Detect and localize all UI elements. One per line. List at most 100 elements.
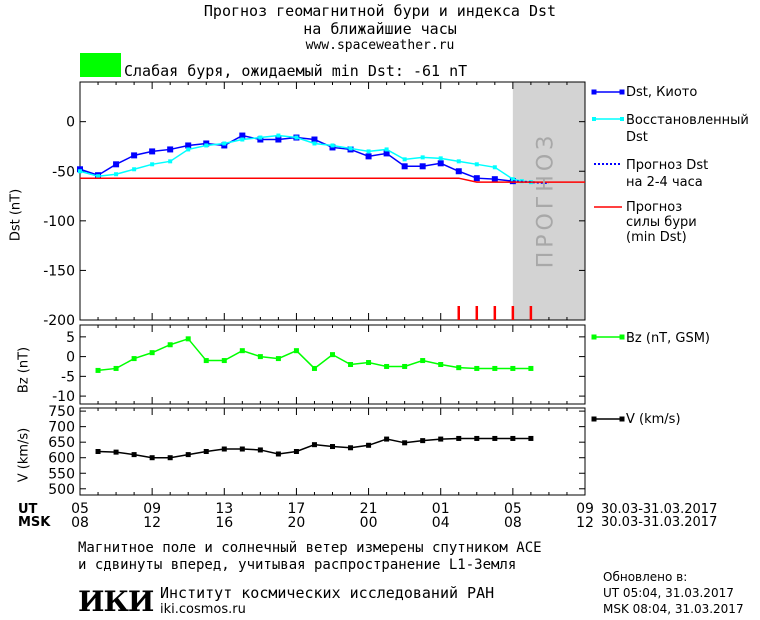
bz-series-0-point	[311, 365, 317, 371]
v-series-0-point	[239, 446, 245, 452]
v-ytick-label: 650	[48, 435, 75, 451]
bz-ytick-label: 5	[66, 330, 75, 346]
dst-series-1-point	[420, 155, 425, 160]
v-series-0-point	[348, 445, 354, 451]
forecast-band-label: ПРОГНОЗ	[533, 131, 559, 269]
v-series-0-line	[98, 437, 531, 459]
legend-swatch-marker	[591, 89, 597, 95]
dst-series-1-point	[276, 133, 281, 138]
institute-name: Институт космических исследований РАН	[160, 584, 495, 602]
v-series-0-point	[167, 455, 173, 461]
legend-bz: Bz (nT, GSM)	[626, 331, 711, 346]
v-ytick-label: 700	[48, 420, 75, 436]
iki-logo: ИКИ	[78, 585, 154, 618]
dst-series-1-point	[204, 143, 209, 148]
ut-tick-label: 01	[432, 501, 450, 517]
bz-series-0-point	[330, 352, 335, 358]
dst-series-1-point	[456, 159, 461, 164]
v-series-0-point	[456, 435, 462, 441]
updated-label: Обновлено в:	[603, 570, 688, 584]
bz-series-0-point	[149, 350, 155, 356]
legend-swatch-marker	[591, 334, 597, 340]
ut-tick-label: 09	[143, 501, 161, 517]
ut-tick-label: 09	[576, 501, 594, 517]
dst-series-0-point	[419, 163, 426, 170]
dst-series-1-point	[240, 137, 245, 142]
dst-series-1-point	[402, 157, 407, 162]
dst-series-1-point	[186, 147, 191, 152]
dst-ytick-label: -50	[52, 164, 75, 180]
bz-series-0-point	[510, 365, 516, 371]
dst-series-1-point	[474, 162, 479, 167]
dst-series-0-point	[401, 163, 408, 170]
dst-series-0-point	[149, 148, 156, 155]
dst-series-1-point	[438, 156, 443, 161]
dst-series-0-point	[473, 175, 480, 182]
dst-series-0-point	[365, 153, 372, 160]
bz-series-0-point	[438, 362, 444, 367]
v-series-0-point	[149, 455, 155, 461]
dst-series-0-point	[491, 176, 498, 183]
bz-series-0-point	[113, 365, 119, 371]
v-ytick-label: 550	[48, 466, 75, 482]
dst-ytick-label: -200	[43, 313, 75, 329]
bz-series-0-point	[95, 367, 101, 373]
legend-swatch-marker	[619, 334, 625, 340]
storm-status-text: Слабая буря, ожидаемый min Dst: -61 nT	[124, 62, 468, 80]
msk-tick-label: 04	[432, 515, 450, 531]
v-series-0-point	[257, 447, 263, 453]
v-series-0-point	[528, 435, 534, 441]
dst-series-1-point	[78, 169, 82, 174]
dst-series-0-line	[79, 134, 513, 182]
dst-series-1-point	[330, 143, 335, 148]
v-series-0-point	[275, 451, 281, 457]
bz-axis-label: Bz (nT)	[16, 346, 32, 394]
dst-series-1-point	[258, 135, 263, 140]
dst-series-1-point	[492, 165, 497, 170]
dst-series-1-point	[96, 174, 101, 179]
dst-series-1-point	[312, 141, 317, 146]
forecast-band	[512, 82, 585, 320]
dst-series-1-point	[150, 162, 155, 167]
ut-tick-label: 17	[288, 501, 306, 517]
v-series-0-point	[438, 436, 444, 442]
v-axis-label: V (km/s)	[16, 427, 32, 483]
bz-panel-frame	[79, 324, 586, 405]
dst-axis-label: Dst (nT)	[8, 188, 24, 242]
msk-tick-label: 08	[71, 515, 89, 531]
ut-tick-label: 13	[215, 501, 233, 517]
legend-swatch-marker	[619, 416, 625, 422]
bz-series-0-point	[293, 348, 299, 354]
chart-title: Прогноз геомагнитной бури и индекса Dst	[203, 2, 557, 20]
ut-label: UT	[18, 502, 38, 517]
dst-series-0-point	[131, 152, 138, 159]
bz-series-0-point	[402, 363, 408, 369]
bz-series-0-point	[203, 358, 209, 364]
dst-series-1-point	[348, 146, 353, 151]
dst-series-1-point	[222, 141, 227, 146]
v-series-0-point	[221, 446, 227, 452]
source-url: www.spaceweather.ru	[305, 38, 455, 53]
v-ytick-label: 750	[48, 404, 75, 420]
v-series-0-point	[95, 449, 101, 454]
ut-dates: 30.03-31.03.2017	[601, 502, 718, 517]
dst-series-1-point	[294, 135, 299, 140]
msk-label: MSK	[18, 515, 51, 530]
bz-series-0-point	[474, 365, 480, 371]
legend-swatch-marker	[619, 89, 625, 95]
dst-series-1-point	[510, 177, 515, 182]
dst-series-1-line	[79, 134, 531, 183]
v-series-0-point	[131, 452, 137, 458]
v-series-0-point	[420, 438, 426, 444]
msk-tick-label: 00	[360, 515, 378, 531]
dst-series-0-point	[185, 142, 192, 149]
dst-series-0-point	[437, 160, 444, 167]
institute-url[interactable]: iki.cosmos.ru	[160, 602, 246, 617]
bz-series-0-point	[420, 358, 426, 364]
dst-series-0-point	[383, 150, 390, 157]
v-series-0-point	[384, 436, 390, 442]
legend-dst-kyoto: Dst, Киото	[626, 85, 698, 100]
bz-series-0-point	[221, 358, 227, 364]
v-series-0-point	[185, 452, 191, 458]
dst-series-1-point	[168, 159, 173, 164]
